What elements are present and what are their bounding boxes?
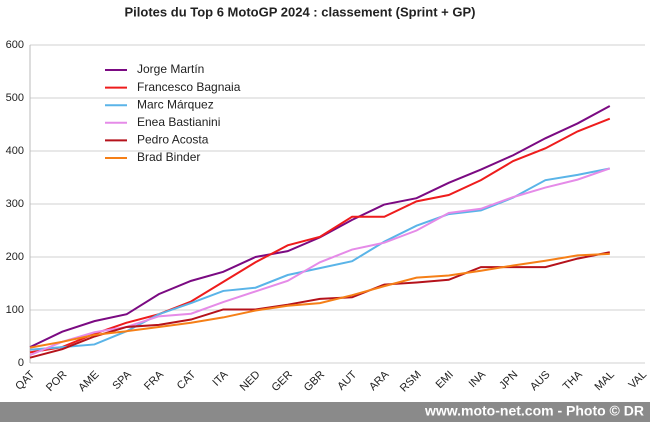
x-tick-label: EMI [434,369,456,391]
series-line [29,117,611,354]
x-tick-label: INA [467,368,489,390]
y-tick-label: 300 [6,198,24,210]
legend-label: Enea Bastianini [137,115,220,129]
y-tick-label: 500 [6,92,24,104]
series-line [29,167,610,351]
x-tick-label: VAL [627,369,650,392]
x-tick-label: RSM [398,369,424,395]
legend-label: Francesco Bagnaia [137,80,241,94]
x-tick-label: GBR [302,369,327,394]
x-tick-label: ARA [367,368,392,393]
x-tick-label: NED [238,369,263,394]
x-tick-label: SPA [110,368,134,392]
footer-bar [0,402,650,422]
series-line [29,252,610,349]
y-tick-label: 400 [6,145,24,157]
x-tick-label: JPN [497,369,520,392]
x-tick-label: ITA [210,368,230,388]
y-tick-label: 100 [6,304,24,316]
x-tick-label: AME [76,369,101,394]
x-tick-label: POR [44,369,69,394]
y-tick-label: 200 [6,251,24,263]
legend-label: Marc Márquez [137,97,214,111]
legend-label: Jorge Martín [137,62,204,76]
x-tick-label: THA [561,368,586,393]
x-tick-label: FRA [142,368,167,393]
x-tick-label: MAL [592,369,616,393]
y-tick-label: 0 [18,357,24,369]
series-line [29,105,611,349]
legend-label: Pedro Acosta [137,133,209,147]
chart-title: Pilotes du Top 6 MotoGP 2024 : classemen… [125,4,476,19]
x-tick-label: GER [270,369,295,394]
x-tick-label: CAT [175,368,199,392]
x-tick-label: QAT [13,368,37,392]
legend-label: Brad Binder [137,150,200,164]
footer-text: www.moto-net.com - Photo © DR [424,403,644,419]
x-tick-label: AUT [335,368,359,392]
x-tick-label: AUS [528,369,552,393]
y-tick-label: 600 [6,39,24,51]
series-line [29,251,610,359]
